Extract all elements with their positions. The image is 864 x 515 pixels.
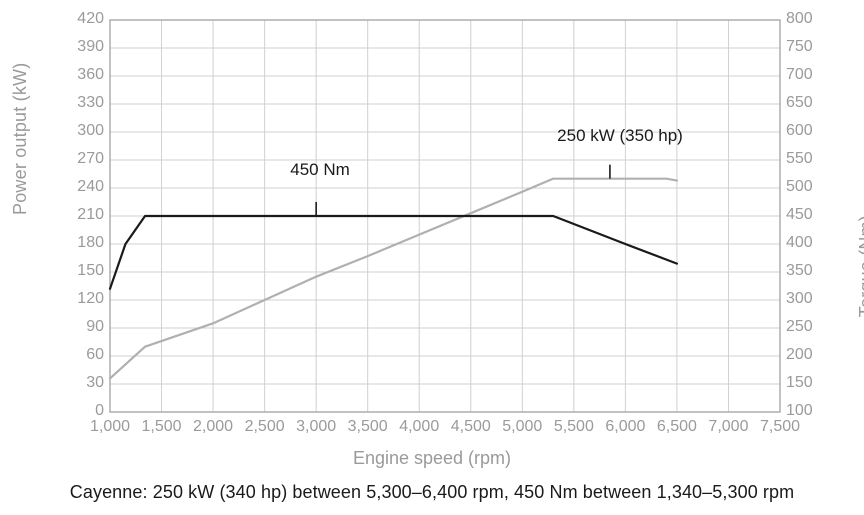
chart-container: { "chart": { "type": "line-dual-axis", "…	[0, 0, 864, 515]
y-right-tick: 250	[786, 318, 836, 336]
y-right-tick: 750	[786, 38, 836, 56]
y-left-tick: 90	[54, 318, 104, 336]
y-right-tick: 350	[786, 262, 836, 280]
y-left-tick: 180	[54, 234, 104, 252]
y-right-tick: 500	[786, 178, 836, 196]
y-left-tick: 270	[54, 150, 104, 168]
y-right-tick: 550	[786, 150, 836, 168]
y-right-tick: 400	[786, 234, 836, 252]
y-left-tick: 360	[54, 66, 104, 84]
y-left-tick: 300	[54, 122, 104, 140]
y-right-tick: 450	[786, 206, 836, 224]
y-left-tick: 330	[54, 94, 104, 112]
plot-area	[0, 0, 864, 515]
x-tick: 7,500	[750, 418, 810, 436]
y-right-tick: 700	[786, 66, 836, 84]
y-left-tick: 210	[54, 206, 104, 224]
y-right-tick: 300	[786, 290, 836, 308]
torque-label: 450 Nm	[240, 160, 400, 180]
series-torque	[110, 216, 677, 289]
y-left-tick: 60	[54, 346, 104, 364]
y-left-tick: 30	[54, 374, 104, 392]
y-right-tick: 200	[786, 346, 836, 364]
y-left-tick: 420	[54, 10, 104, 28]
y-left-tick: 120	[54, 290, 104, 308]
y-right-tick: 150	[786, 374, 836, 392]
series-power	[110, 179, 677, 379]
y-right-tick: 650	[786, 94, 836, 112]
y-right-tick: 600	[786, 122, 836, 140]
y-left-tick: 240	[54, 178, 104, 196]
y-right-tick: 800	[786, 10, 836, 28]
y-left-tick: 150	[54, 262, 104, 280]
y-left-tick: 390	[54, 38, 104, 56]
power-label: 250 kW (350 hp)	[540, 126, 700, 146]
